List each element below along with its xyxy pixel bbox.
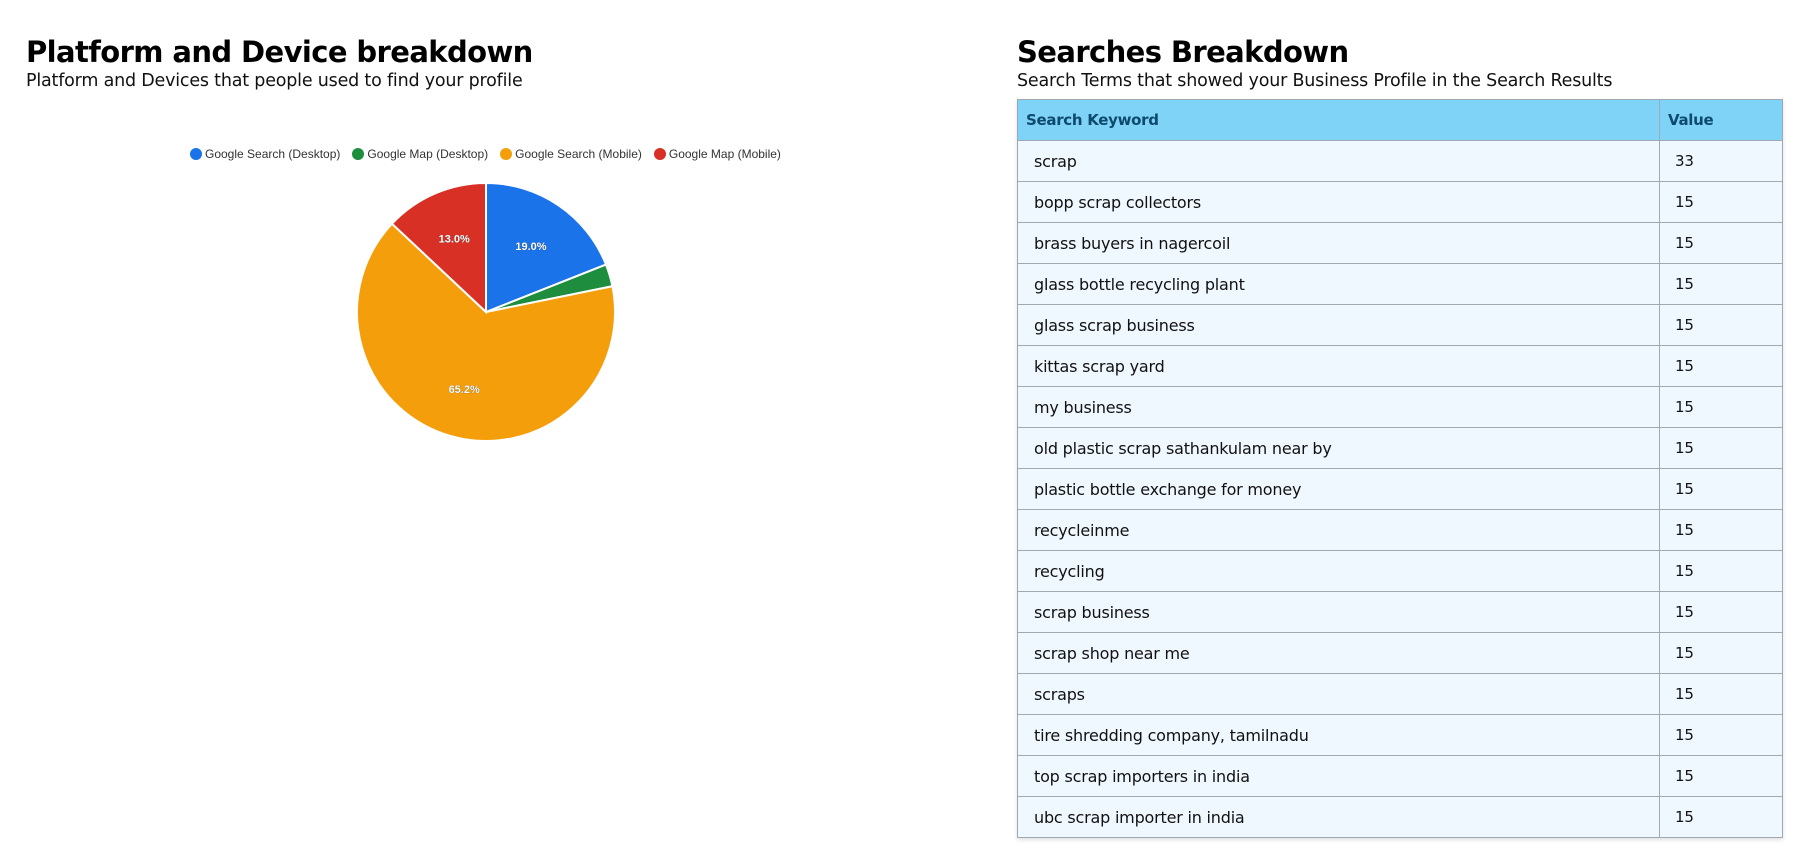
value-cell: 15 xyxy=(1659,796,1783,838)
keyword-cell: top scrap importers in india xyxy=(1017,755,1660,797)
table-header-row: Search Keyword Value xyxy=(1017,99,1783,141)
chart-legend: Google Search (Desktop) Google Map (Deskt… xyxy=(190,147,781,161)
pie-slice[interactable] xyxy=(356,222,616,442)
table-row: recycleinme 15 xyxy=(1017,509,1783,551)
table-row: bopp scrap collectors 15 xyxy=(1017,181,1783,223)
platform-device-panel: Platform and Device breakdown Platform a… xyxy=(26,34,966,92)
table-row: my business 15 xyxy=(1017,386,1783,428)
table-row: brass buyers in nagercoil 15 xyxy=(1017,222,1783,264)
value-cell: 15 xyxy=(1659,181,1783,223)
table-row: top scrap importers in india 15 xyxy=(1017,755,1783,797)
table-row: plastic bottle exchange for money 15 xyxy=(1017,468,1783,510)
keyword-cell: brass buyers in nagercoil xyxy=(1017,222,1660,264)
value-cell: 15 xyxy=(1659,714,1783,756)
keyword-cell: recycling xyxy=(1017,550,1660,592)
legend-item[interactable]: Google Map (Mobile) xyxy=(653,147,781,161)
pie-slice-label: 65.2% xyxy=(449,384,480,396)
value-cell: 15 xyxy=(1659,591,1783,633)
value-cell: 15 xyxy=(1659,509,1783,551)
keyword-cell: ubc scrap importer in india xyxy=(1017,796,1660,838)
value-cell: 15 xyxy=(1659,345,1783,387)
keyword-cell: scraps xyxy=(1017,673,1660,715)
table-row: ubc scrap importer in india 15 xyxy=(1017,796,1783,838)
legend-label: Google Map (Mobile) xyxy=(668,147,781,161)
search-keyword-table: Search Keyword Value scrap 33 bopp scrap c… xyxy=(1017,99,1783,838)
table-row: glass scrap business 15 xyxy=(1017,304,1783,346)
table-row: scraps 15 xyxy=(1017,673,1783,715)
keyword-cell: old plastic scrap sathankulam near by xyxy=(1017,427,1660,469)
table-row: old plastic scrap sathankulam near by 15 xyxy=(1017,427,1783,469)
legend-dot-icon xyxy=(653,148,666,160)
searches-subtitle: Search Terms that showed your Business P… xyxy=(1017,71,1613,91)
platform-title: Platform and Device breakdown xyxy=(26,35,533,69)
searches-title: Searches Breakdown xyxy=(1017,35,1349,69)
value-cell: 15 xyxy=(1659,468,1783,510)
value-cell: 15 xyxy=(1659,304,1783,346)
keyword-cell: plastic bottle exchange for money xyxy=(1017,468,1660,510)
table-row: kittas scrap yard 15 xyxy=(1017,345,1783,387)
legend-dot-icon xyxy=(190,148,202,160)
value-cell: 15 xyxy=(1659,755,1783,797)
pie-chart: 19.0% 65.2% 13.0% xyxy=(356,181,616,442)
table-row: scrap business 15 xyxy=(1017,591,1783,633)
searches-panel: Searches Breakdown Search Terms that sho… xyxy=(1017,34,1783,92)
value-cell: 15 xyxy=(1659,632,1783,674)
header-value[interactable]: Value xyxy=(1659,99,1783,141)
value-cell: 15 xyxy=(1659,427,1783,469)
table-row: recycling 15 xyxy=(1017,550,1783,592)
keyword-cell: scrap business xyxy=(1017,591,1660,633)
legend-item[interactable]: Google Search (Mobile) xyxy=(500,147,642,161)
keyword-cell: scrap shop near me xyxy=(1017,632,1660,674)
keyword-cell: tire shredding company, tamilnadu xyxy=(1017,714,1660,756)
value-cell: 15 xyxy=(1659,550,1783,592)
value-cell: 15 xyxy=(1659,673,1783,715)
table-row: scrap 33 xyxy=(1017,140,1783,182)
pie-slice[interactable] xyxy=(485,181,608,314)
keyword-cell: scrap xyxy=(1017,140,1660,182)
header-search-keyword[interactable]: Search Keyword xyxy=(1017,99,1660,141)
table-row: scrap shop near me 15 xyxy=(1017,632,1783,674)
keyword-cell: glass bottle recycling plant xyxy=(1017,263,1660,305)
value-cell: 15 xyxy=(1659,222,1783,264)
platform-subtitle: Platform and Devices that people used to… xyxy=(26,71,523,91)
value-cell: 15 xyxy=(1659,386,1783,428)
legend-label: Google Search (Desktop) xyxy=(205,147,341,161)
legend-item[interactable]: Google Search (Desktop) xyxy=(190,147,340,161)
value-cell: 33 xyxy=(1659,140,1783,182)
table-row: glass bottle recycling plant 15 xyxy=(1017,263,1783,305)
legend-label: Google Search (Mobile) xyxy=(515,147,642,161)
table-row: tire shredding company, tamilnadu 15 xyxy=(1017,714,1783,756)
legend-label: Google Map (Desktop) xyxy=(367,147,489,161)
pie-slice-label: 19.0% xyxy=(515,241,546,253)
value-cell: 15 xyxy=(1659,263,1783,305)
legend-dot-icon xyxy=(500,148,513,160)
keyword-cell: kittas scrap yard xyxy=(1017,345,1660,387)
pie-slice[interactable] xyxy=(390,181,487,315)
keyword-cell: glass scrap business xyxy=(1017,304,1660,346)
keyword-cell: bopp scrap collectors xyxy=(1017,181,1660,223)
legend-item[interactable]: Google Map (Desktop) xyxy=(352,147,488,161)
keyword-cell: my business xyxy=(1017,386,1660,428)
keyword-cell: recycleinme xyxy=(1017,509,1660,551)
pie-slice-label: 13.0% xyxy=(439,234,470,246)
legend-dot-icon xyxy=(352,148,365,160)
